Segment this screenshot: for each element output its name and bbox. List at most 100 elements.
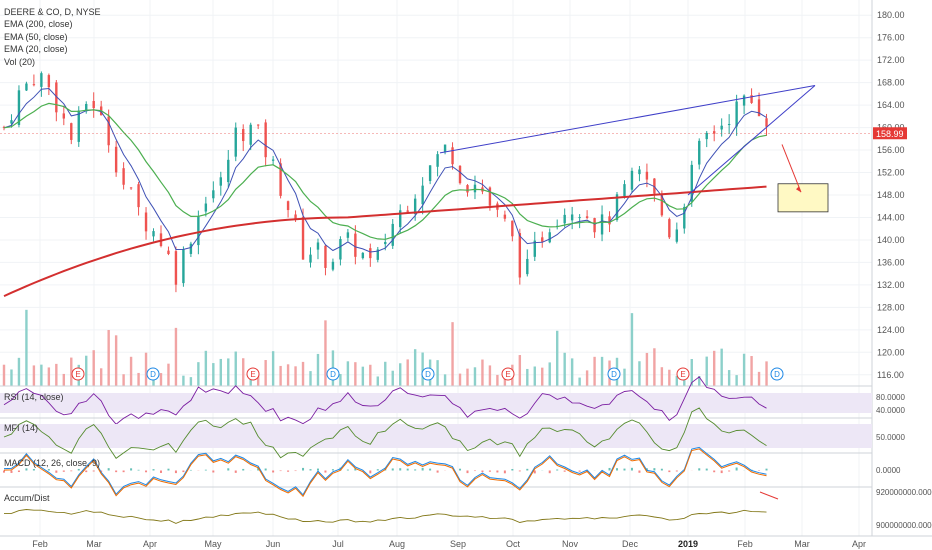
candle-body <box>77 110 80 142</box>
volume-bar <box>705 356 708 386</box>
candle-body <box>757 99 761 117</box>
candle-body <box>399 210 402 228</box>
macd-histogram-bar <box>630 467 633 471</box>
macd-histogram-bar <box>92 470 95 472</box>
volume-bar <box>570 358 574 386</box>
candle-body <box>720 125 723 130</box>
macd-histogram-bar <box>10 470 13 473</box>
candle-body <box>264 122 267 158</box>
macd-histogram-bar <box>653 468 656 471</box>
target-arrow <box>781 144 802 193</box>
macd-histogram-bar <box>294 470 297 472</box>
macd-histogram-bar <box>376 469 379 471</box>
volume-bar <box>473 367 477 386</box>
time-tick-label: Apr <box>852 539 866 549</box>
volume-bar <box>533 366 536 386</box>
macd-histogram-bar <box>174 470 177 474</box>
legend-ema-20[interactable]: EMA (20, close) <box>4 44 68 55</box>
volume-bar <box>683 375 686 386</box>
time-tick-label: May <box>204 539 222 549</box>
candle-body <box>705 132 708 140</box>
volume-bar <box>563 352 566 386</box>
macd-label[interactable]: MACD (12, 26, close, 9) <box>4 458 101 468</box>
volume-bar <box>204 350 208 386</box>
panel-tick-label: 50.0000 <box>876 433 905 442</box>
time-tick-label: 2019 <box>678 539 698 549</box>
event-marker <box>421 367 435 381</box>
candle-body <box>361 252 365 259</box>
macd-histogram-bar <box>518 470 521 472</box>
macd-histogram-bar <box>159 470 162 473</box>
macd-histogram-bar <box>735 467 738 471</box>
price-tick-label: 152.00 <box>877 168 905 178</box>
event-marker <box>770 367 784 381</box>
price-tick-label: 128.00 <box>877 302 905 312</box>
volume-bar <box>720 348 723 386</box>
volume-bar <box>212 363 215 386</box>
volume-bar <box>301 361 305 386</box>
macd-histogram-bar <box>85 470 88 473</box>
event-marker-label: E <box>75 370 80 379</box>
volume-bar <box>294 366 297 386</box>
volume-bar <box>369 364 372 386</box>
volume-bar <box>189 377 193 386</box>
event-marker-label: D <box>611 370 617 379</box>
candle-body <box>750 95 753 103</box>
macd-histogram-bar <box>713 470 716 473</box>
price-tick-label: 164.00 <box>877 100 905 110</box>
candle-body <box>144 212 148 232</box>
volume-bar <box>443 374 447 386</box>
macd-histogram-bar <box>645 468 648 471</box>
candle-body <box>182 249 185 284</box>
volume-bar <box>578 377 581 386</box>
volume-bar <box>765 361 768 386</box>
candle-body <box>727 124 731 126</box>
volume-bar <box>174 327 178 386</box>
legend-volume[interactable]: Vol (20) <box>4 56 36 67</box>
volume-bar <box>675 375 679 386</box>
macd-histogram-bar <box>77 468 80 471</box>
event-marker <box>607 367 621 381</box>
accum-dist-label[interactable]: Accum/Dist <box>4 493 50 503</box>
volume-bar <box>593 356 596 386</box>
time-tick-label: Oct <box>506 539 521 549</box>
macd-histogram-bar <box>496 470 499 473</box>
mfi-label[interactable]: MFI (14) <box>4 423 39 433</box>
volume-bar <box>47 367 51 386</box>
candle-body <box>10 120 13 124</box>
macd-histogram-bar <box>302 467 305 471</box>
candle-body <box>227 159 230 183</box>
macd-histogram-bar <box>227 468 230 471</box>
macd-histogram-bar <box>481 470 484 473</box>
volume-bar <box>234 351 237 386</box>
candle-body <box>167 250 170 255</box>
event-marker <box>71 367 85 381</box>
legend-ema-50[interactable]: EMA (50, close) <box>4 31 68 42</box>
candle-body <box>570 214 574 221</box>
volume-bar <box>114 335 118 386</box>
candle-body <box>428 165 432 181</box>
volume-bar <box>466 368 469 386</box>
candle-body <box>630 170 634 190</box>
legend-ema-200[interactable]: EMA (200, close) <box>4 19 73 30</box>
candle-body <box>376 249 379 260</box>
candle-body <box>249 124 252 145</box>
volume-bar <box>144 352 148 386</box>
rsi-label[interactable]: RSI (14, close) <box>4 392 64 402</box>
candle-body <box>219 177 222 186</box>
time-tick-label: Mar <box>86 539 102 549</box>
candle-body <box>436 154 439 167</box>
event-marker <box>246 367 260 381</box>
ema-20-line <box>3 87 767 253</box>
volume-bar <box>526 368 529 386</box>
volume-bar <box>458 373 462 386</box>
volume-bar <box>152 376 155 386</box>
macd-histogram-bar <box>70 470 73 472</box>
candle-body <box>608 216 611 225</box>
volume-bar <box>600 356 604 386</box>
volume-bar <box>271 351 275 386</box>
legend-symbol[interactable]: DEERE & CO, D, NYSE <box>4 7 101 17</box>
volume-bar <box>354 362 357 386</box>
panel-tick-label: 40.0000 <box>876 406 905 415</box>
candle-body <box>55 82 58 113</box>
